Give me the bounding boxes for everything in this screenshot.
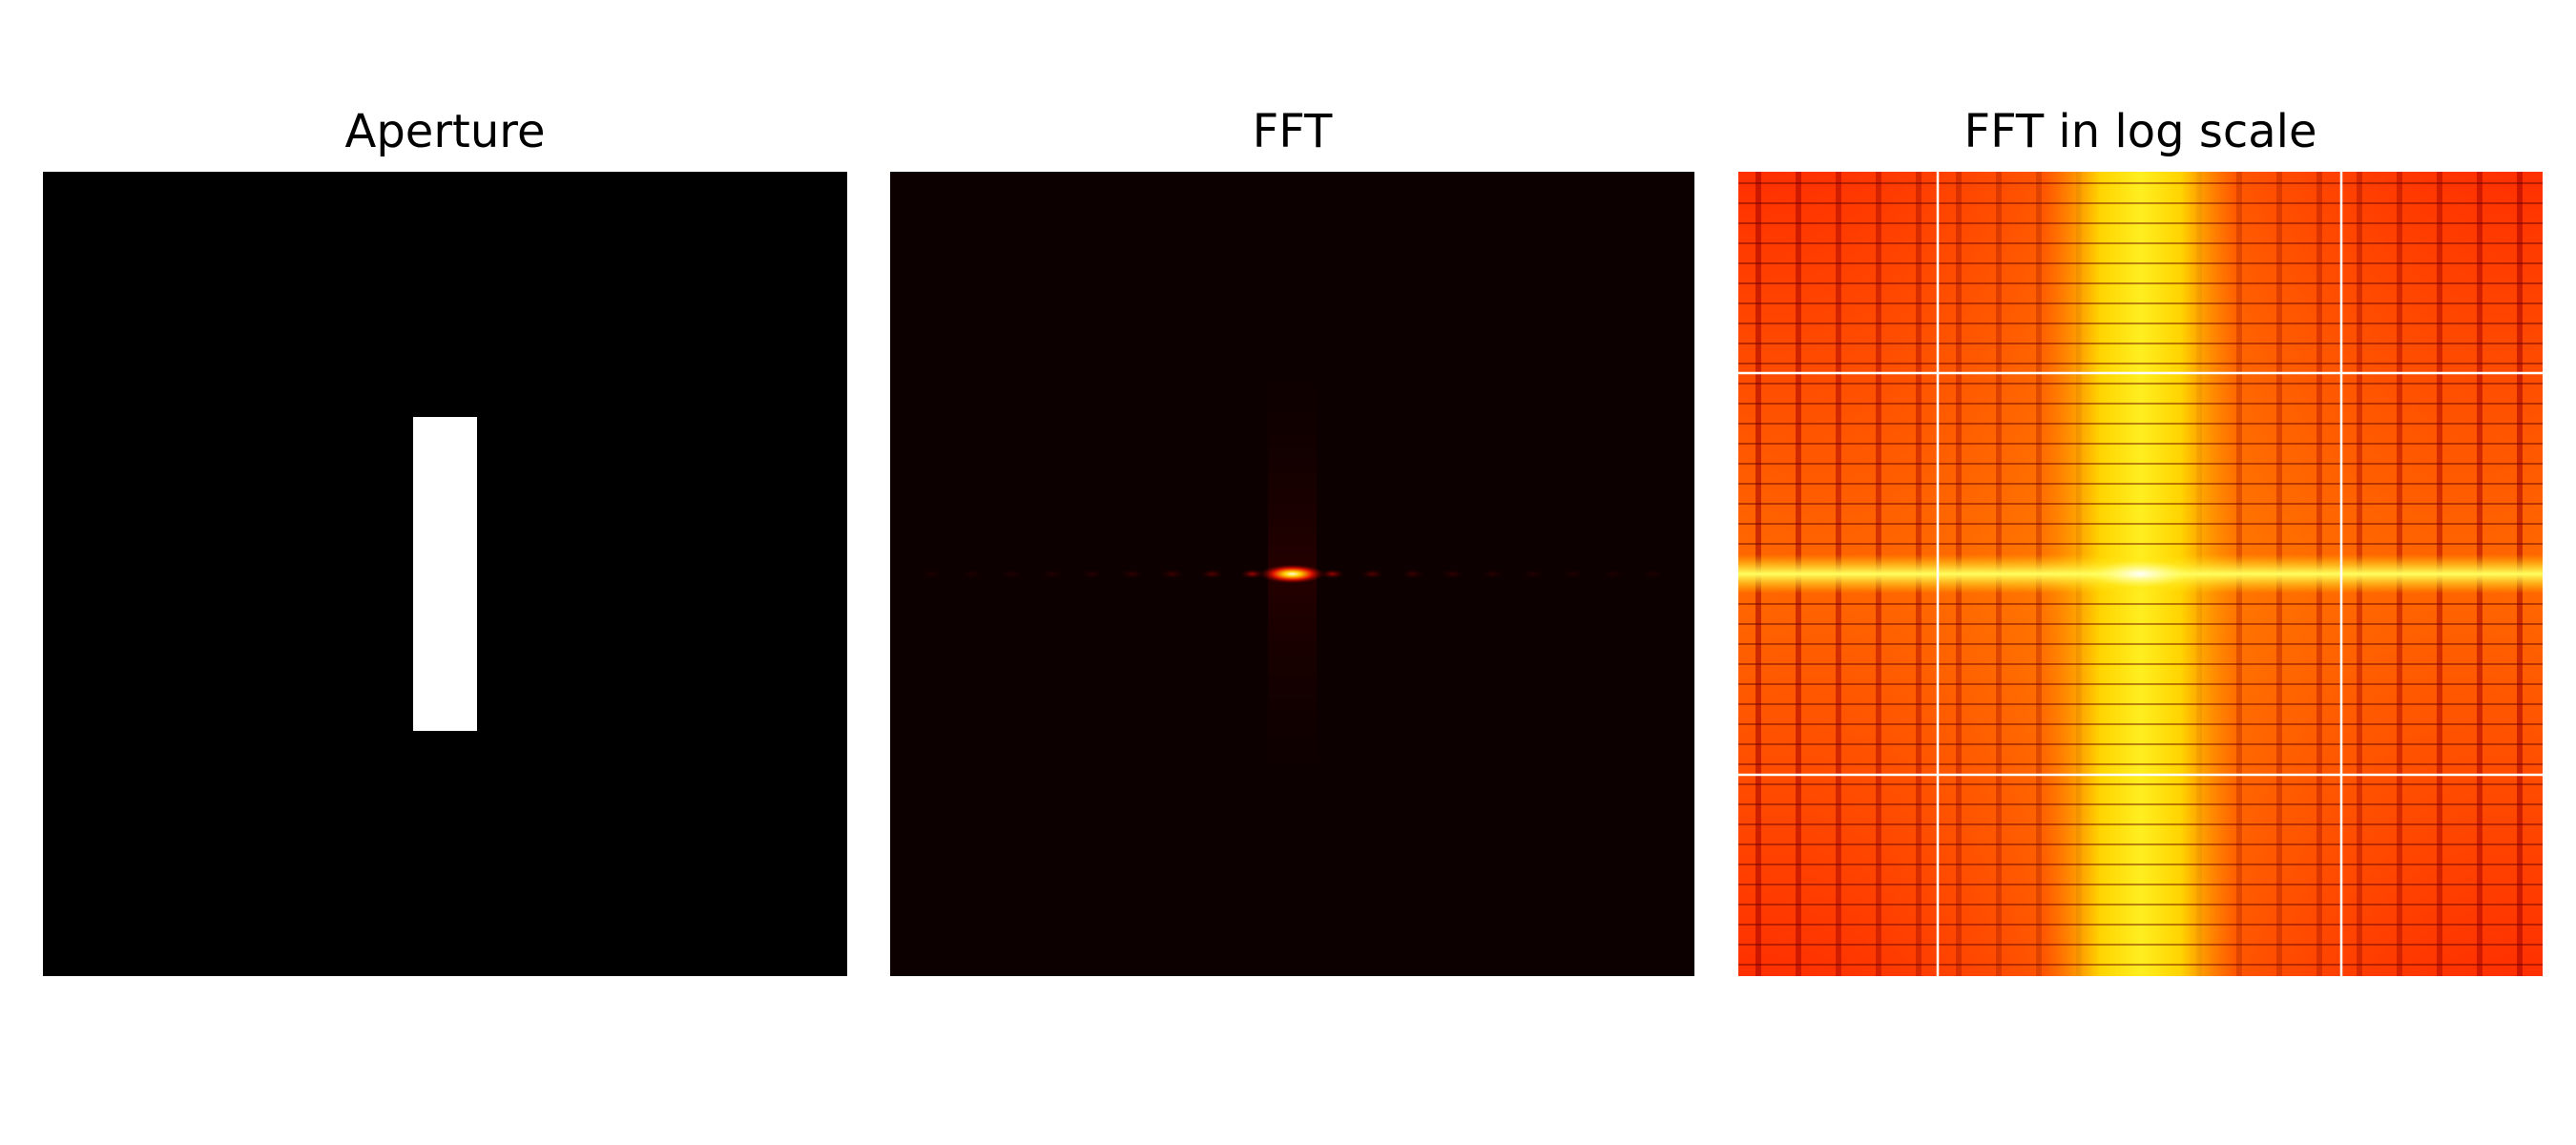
- fft-image: [890, 172, 1694, 976]
- fft-log-horizontal-minimum: [1738, 262, 2543, 264]
- aperture-image: [43, 172, 847, 976]
- fft-side-lobe: [1600, 569, 1626, 579]
- fft-log-horizontal-minimum: [1738, 423, 2543, 425]
- fft-side-lobe: [919, 569, 945, 579]
- fft-log-horizontal-minimum: [1738, 623, 2543, 625]
- fft-log-image: [1738, 172, 2543, 976]
- fft-side-lobe: [1079, 569, 1105, 579]
- fft-log-horizontal-minimum: [1738, 944, 2543, 946]
- fft-log-horizontal-minimum: [1738, 483, 2543, 485]
- fft-log-horizontal-minimum: [1738, 783, 2543, 785]
- fft-side-lobe: [959, 569, 985, 579]
- fft-log-horizontal-minimum: [1738, 964, 2543, 966]
- fft-side-lobe: [1640, 569, 1666, 579]
- fft-log-horizontal-minimum: [1738, 643, 2543, 645]
- aperture-slit: [413, 417, 477, 731]
- fft-side-lobe: [1239, 569, 1265, 579]
- fft-log-horizontal-minimum: [1738, 343, 2543, 344]
- fft-log-title: FFT in log scale: [1963, 105, 2317, 158]
- fft-log-horizontal-minimum: [1738, 884, 2543, 885]
- fft-side-lobe: [999, 569, 1025, 579]
- fft-log-horizontal-minimum: [1738, 603, 2543, 605]
- fft-log-horizontal-minimum: [1738, 803, 2543, 805]
- fft-side-lobe: [1319, 569, 1345, 579]
- fft-log-horizontal-minimum: [1738, 763, 2543, 765]
- fft-side-lobes: [919, 569, 1666, 579]
- fft-log-horizontal-minimum: [1738, 663, 2543, 665]
- fft-log-horizontal-minimum: [1738, 302, 2543, 304]
- fft-side-lobe: [1400, 569, 1425, 579]
- fft-log-horizontal-minimum: [1738, 323, 2543, 324]
- fft-side-lobe: [1199, 569, 1225, 579]
- fft-side-lobe: [1440, 569, 1465, 579]
- fft-log-horizontal-minimum: [1738, 503, 2543, 505]
- fft-central-peak: [1259, 564, 1325, 584]
- fft-log-horizontal-minimum: [1738, 743, 2543, 745]
- fft-log-horizontal-minimum: [1738, 924, 2543, 926]
- fft-log-horizontal-minima: [1738, 182, 2543, 966]
- fft-log-horizontal-minimum: [1738, 282, 2543, 284]
- fft-log-horizontal-minimum: [1738, 242, 2543, 244]
- fft-side-lobe: [1039, 569, 1065, 579]
- fft-side-lobe: [1520, 569, 1546, 579]
- fft-log-horizontal-minimum: [1738, 823, 2543, 825]
- fft-log-horizontal-minimum: [1738, 383, 2543, 385]
- fft-log-horizontal-minimum: [1738, 864, 2543, 865]
- fft-log-horizontal-minimum: [1738, 443, 2543, 445]
- fft-log-horizontal-minimum: [1738, 403, 2543, 405]
- fft-side-lobe: [1119, 569, 1145, 579]
- fft-log-horizontal-minimum: [1738, 683, 2543, 685]
- aperture-title: Aperture: [344, 105, 546, 158]
- fft-title: FFT: [1252, 105, 1333, 158]
- fft-log-horizontal-minimum: [1738, 363, 2543, 364]
- fft-log-horizontal-minimum: [1738, 523, 2543, 525]
- fft-side-lobe: [1480, 569, 1506, 579]
- fft-log-gridlines: [1738, 172, 2543, 976]
- fft-log-horizontal-minimum: [1738, 723, 2543, 725]
- fft-log-horizontal-minimum: [1738, 904, 2543, 906]
- fft-log-central-peak: [2092, 560, 2189, 588]
- fft-side-lobe: [1560, 569, 1586, 579]
- fft-log-horizontal-minimum: [1738, 543, 2543, 545]
- fft-log-horizontal-minimum: [1738, 843, 2543, 845]
- fft-side-lobe: [1159, 569, 1185, 579]
- fft-log-horizontal-minimum: [1738, 202, 2543, 204]
- fft-log-horizontal-minimum: [1738, 703, 2543, 705]
- fft-log-horizontal-minimum: [1738, 463, 2543, 465]
- fft-log-horizontal-minimum: [1738, 182, 2543, 184]
- fft-log-horizontal-minimum: [1738, 222, 2543, 224]
- fft-side-lobe: [1360, 569, 1385, 579]
